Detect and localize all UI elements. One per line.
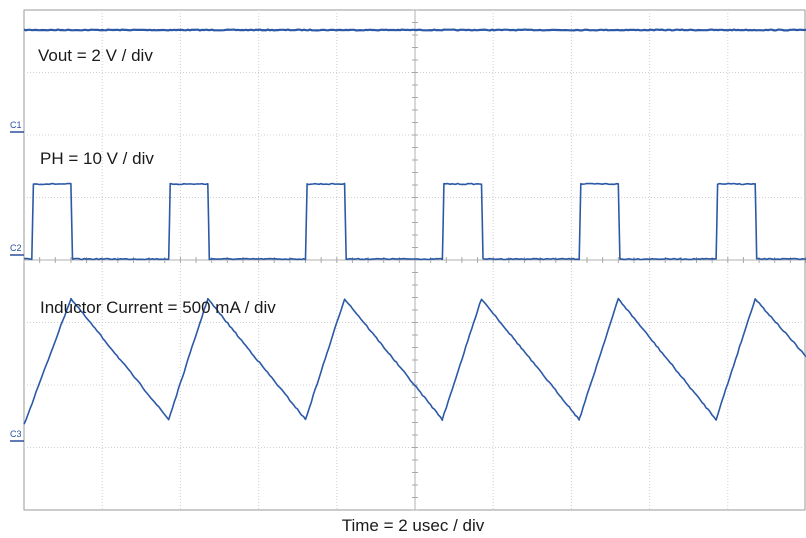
channel-markers: C1 C2 C3: [10, 120, 24, 442]
vout-label: Vout = 2 V / div: [38, 46, 153, 65]
trace-c3: [23, 297, 806, 425]
x-axis-label: Time = 2 usec / div: [342, 516, 485, 535]
trace-c1: [23, 28, 806, 32]
inductor-current-label: Inductor Current = 500 mA / div: [40, 298, 276, 317]
channel-marker-c3: C3: [10, 429, 24, 442]
ph-label: PH = 10 V / div: [40, 149, 154, 168]
channel-marker-c2: C2: [10, 243, 24, 256]
traces: [23, 28, 806, 425]
svg-text:C2: C2: [10, 243, 22, 253]
svg-text:C3: C3: [10, 429, 22, 439]
channel-marker-c1: C1: [10, 120, 24, 133]
svg-text:C1: C1: [10, 120, 22, 130]
trace-c2: [23, 182, 806, 261]
